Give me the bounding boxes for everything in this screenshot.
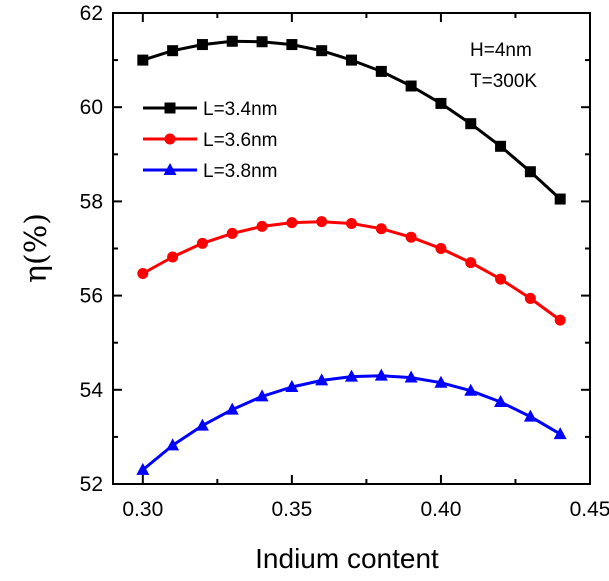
data-point <box>553 427 567 440</box>
data-point <box>166 438 180 451</box>
data-point <box>434 375 448 388</box>
data-point <box>137 54 149 66</box>
data-point <box>226 35 238 47</box>
legend-label: L=3.4nm <box>203 99 277 120</box>
data-point <box>225 402 239 415</box>
y-axis-ticks: 52 54 56 58 60 62 <box>80 2 590 496</box>
legend-label: L=3.8nm <box>203 161 277 182</box>
series-l-3-6nm <box>137 216 566 326</box>
data-point <box>405 231 417 243</box>
x-tick-label: 0.40 <box>421 498 462 521</box>
data-point <box>316 45 328 57</box>
annotation-height: H=4nm <box>470 40 532 61</box>
data-point <box>495 273 507 285</box>
data-point <box>435 97 447 109</box>
legend: L=3.4nm L=3.6nm L=3.8nm <box>143 99 277 182</box>
series-l-3-8nm <box>136 368 567 475</box>
data-point <box>167 251 179 263</box>
data-point <box>345 369 358 382</box>
data-point <box>137 267 149 279</box>
legend-label: L=3.6nm <box>203 130 277 151</box>
y-tick-label: 58 <box>80 190 103 213</box>
data-point <box>255 389 269 402</box>
data-point <box>524 292 536 304</box>
data-point <box>464 383 478 396</box>
data-point <box>554 193 566 205</box>
x-tick-label: 0.45 <box>570 498 609 521</box>
data-point <box>256 220 268 232</box>
data-point <box>554 314 566 326</box>
y-tick-label: 56 <box>80 285 103 308</box>
x-axis-ticks: 0.30 0.35 0.40 0.45 <box>122 13 609 521</box>
data-point <box>523 409 537 422</box>
data-point <box>495 140 507 152</box>
legend-marker <box>164 102 176 114</box>
data-point <box>136 462 150 475</box>
data-point <box>375 223 387 235</box>
x-tick-label: 0.30 <box>122 498 163 521</box>
data-point <box>524 166 536 178</box>
y-axis-label: η(%) <box>19 213 54 283</box>
data-point <box>494 395 508 408</box>
y-tick-label: 62 <box>80 2 103 25</box>
data-point <box>435 243 447 254</box>
y-tick-label: 52 <box>80 473 103 496</box>
series-line <box>142 220 562 322</box>
x-axis-label: Indium content <box>255 543 439 574</box>
legend-entry-l-3-6nm: L=3.6nm <box>143 130 277 151</box>
data-point <box>195 418 209 431</box>
data-point <box>404 370 418 383</box>
data-point <box>196 237 208 249</box>
data-point <box>465 257 477 269</box>
data-point <box>346 218 357 230</box>
legend-entry-l-3-4nm: L=3.4nm <box>143 99 277 120</box>
y-tick-label: 54 <box>80 379 104 402</box>
x-tick-label: 0.35 <box>271 498 312 521</box>
data-point <box>346 54 357 66</box>
data-point <box>374 368 388 381</box>
data-point <box>196 39 208 51</box>
legend-entry-l-3-8nm: L=3.8nm <box>143 161 277 182</box>
series-l-3-4nm <box>137 35 566 205</box>
data-point <box>286 39 298 51</box>
data-point <box>286 217 298 229</box>
data-point <box>405 80 417 92</box>
data-point <box>465 118 477 130</box>
y-tick-label: 60 <box>80 96 103 119</box>
data-point <box>285 379 299 392</box>
annotation-temperature: T=300K <box>470 71 537 92</box>
legend-marker <box>163 163 177 175</box>
data-point <box>256 36 268 48</box>
data-point <box>167 45 179 57</box>
series-layer <box>136 35 567 475</box>
series-line <box>141 374 561 472</box>
data-point <box>315 373 329 386</box>
data-point <box>375 65 387 77</box>
data-point <box>316 216 328 228</box>
legend-marker <box>164 133 176 145</box>
data-point <box>226 227 238 239</box>
